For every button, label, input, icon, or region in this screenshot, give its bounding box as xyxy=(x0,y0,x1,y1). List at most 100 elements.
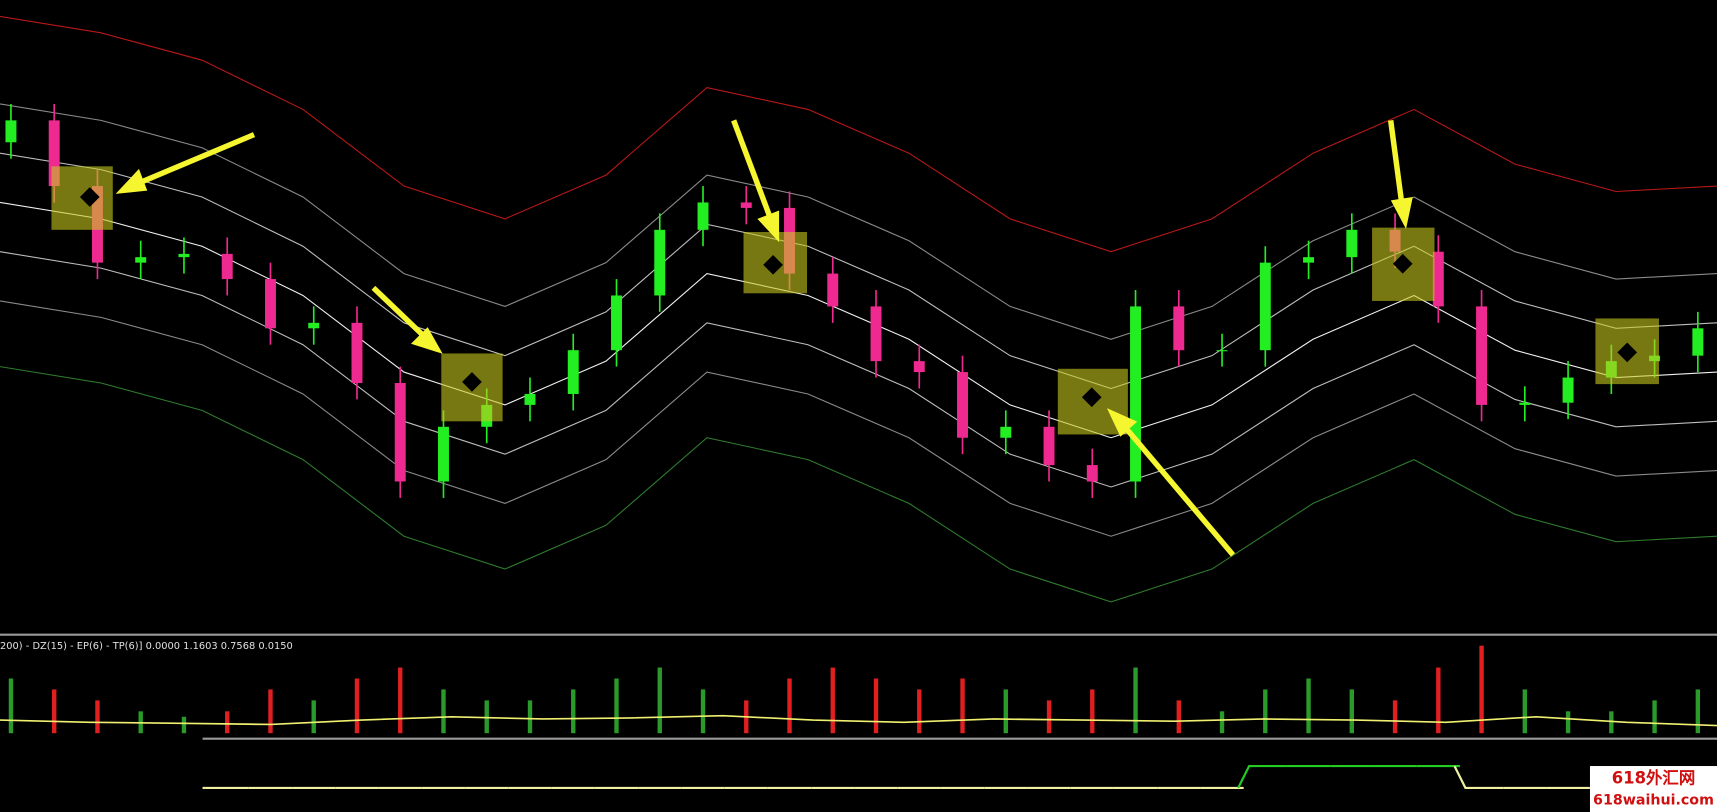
histogram-bar xyxy=(1349,689,1354,734)
watermark: 618waihui.com xyxy=(1593,792,1714,808)
candle-body xyxy=(1562,377,1574,403)
candle-body xyxy=(394,383,406,482)
histogram-bar xyxy=(354,678,360,734)
histogram-bar xyxy=(484,700,489,734)
diamond xyxy=(462,372,482,392)
candle-body xyxy=(1519,402,1531,405)
diamond xyxy=(1081,387,1102,408)
histogram-bar xyxy=(8,678,14,734)
histogram-bar xyxy=(1219,711,1225,734)
candle-body xyxy=(827,273,839,307)
candle-body xyxy=(697,202,709,230)
histogram-bar xyxy=(1652,700,1657,734)
indicator-label: 200) - DZ(15) - EP(6) - TP(6)] 0.0000 1.… xyxy=(0,641,293,652)
histogram-bar xyxy=(1176,700,1181,734)
candle-body xyxy=(740,202,752,208)
arrow xyxy=(371,285,427,340)
histogram-bar xyxy=(398,667,403,734)
candle-body xyxy=(1216,350,1228,352)
arrow-head xyxy=(115,168,148,194)
histogram-bar xyxy=(1090,689,1095,734)
diamond xyxy=(1617,342,1638,363)
candle-body xyxy=(264,279,276,329)
histogram-bar xyxy=(657,667,662,734)
histogram-bar xyxy=(1436,667,1441,734)
candle-body xyxy=(1000,426,1012,438)
candle-body xyxy=(957,372,969,438)
histogram-bar xyxy=(1046,700,1052,734)
histogram-bar xyxy=(1479,645,1484,734)
histogram-bar xyxy=(95,700,100,734)
candle-body xyxy=(1086,465,1098,482)
candle-body xyxy=(913,361,925,373)
histogram xyxy=(0,645,1717,734)
arrow xyxy=(135,132,256,187)
histogram-bar xyxy=(571,689,576,734)
candle-body xyxy=(1346,229,1358,258)
histogram-bar xyxy=(1522,689,1528,734)
band-line xyxy=(0,366,1717,603)
candle-body xyxy=(5,120,17,143)
candle-body xyxy=(611,295,622,351)
band-line xyxy=(0,15,1717,253)
candle-body xyxy=(1432,251,1444,307)
histogram-bar xyxy=(181,716,187,734)
candle-body xyxy=(1043,426,1055,466)
candle-body xyxy=(524,393,536,405)
band-line xyxy=(0,300,1717,537)
arrow-head xyxy=(757,210,780,243)
histogram-bar xyxy=(1003,689,1008,734)
signal-segment xyxy=(1453,765,1504,790)
histogram-bar xyxy=(830,667,835,734)
band-line xyxy=(0,103,1717,340)
band-line xyxy=(0,251,1717,488)
histogram-bar xyxy=(1609,711,1614,734)
histogram-bar xyxy=(527,700,533,734)
candle-body xyxy=(438,426,449,482)
histogram-bar xyxy=(52,689,57,734)
histogram-bar xyxy=(1565,711,1571,734)
arrow-head xyxy=(410,327,443,354)
candle-body xyxy=(178,253,190,258)
candle-body xyxy=(1259,262,1271,351)
bands xyxy=(0,15,1717,603)
candle-body xyxy=(870,306,882,362)
histogram-bar xyxy=(311,700,316,734)
candle-body xyxy=(654,229,666,296)
histogram-bar xyxy=(1263,689,1268,734)
histogram-bar xyxy=(614,678,619,734)
candle-body xyxy=(221,253,233,280)
candle-body xyxy=(351,322,363,384)
arrow xyxy=(731,119,773,218)
histogram-bar xyxy=(700,689,706,734)
candle-body xyxy=(1476,306,1488,405)
histogram-bar xyxy=(1133,667,1138,734)
histogram-bar xyxy=(268,689,273,734)
diamond xyxy=(763,254,783,275)
arrow xyxy=(1123,426,1236,557)
arrow xyxy=(1387,120,1405,203)
candle-body xyxy=(567,350,579,394)
histogram-bar xyxy=(960,678,965,734)
candle-body xyxy=(308,322,320,329)
watermark-box xyxy=(1589,766,1717,812)
candle-body xyxy=(1692,328,1704,356)
histogram-bar xyxy=(1306,678,1311,734)
signal-segment xyxy=(1237,764,1287,789)
signal-line xyxy=(202,764,1717,790)
average-line xyxy=(0,714,1717,727)
candle-body xyxy=(1130,306,1142,482)
arrow-head xyxy=(1106,408,1138,437)
histogram-bar xyxy=(1392,700,1398,734)
candle-body xyxy=(135,257,147,263)
histogram-bar xyxy=(225,711,230,734)
histogram-bar xyxy=(873,678,879,734)
histogram-bar xyxy=(787,678,792,734)
candle-body xyxy=(1173,306,1185,351)
watermark: 618外汇网 xyxy=(1612,769,1695,788)
histogram-bar xyxy=(441,689,446,734)
histogram-bar xyxy=(1695,689,1701,734)
candle-body xyxy=(48,120,60,187)
